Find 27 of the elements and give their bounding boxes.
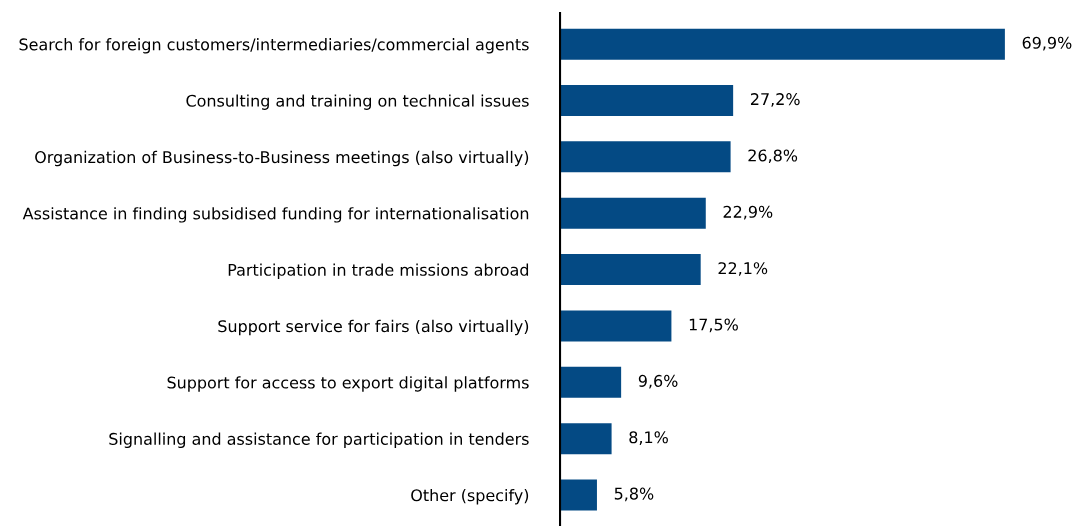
y-tick-label: Support for access to export digital platforms [167, 376, 529, 392]
data-label: 26,8% [748, 149, 798, 164]
bar [560, 197, 706, 229]
y-tick-label: Assistance in finding subsidised funding for internationalisation [22, 207, 529, 223]
y-tick-label: Search for foreign customers/intermediaries/commercial agents [19, 38, 529, 54]
data-label: 17,5% [689, 318, 738, 333]
data-label: 5,8% [614, 487, 654, 502]
y-tick-label: Other (specify) [411, 488, 529, 505]
bar [560, 310, 672, 342]
data-label: 22,9% [723, 205, 773, 220]
data-label: 69,9% [1022, 36, 1072, 51]
data-label: 22,1% [718, 262, 768, 276]
bar [560, 479, 597, 511]
bar [560, 141, 731, 173]
bar [560, 85, 734, 116]
bar [560, 254, 701, 286]
y-tick-label: Support service for fairs (also virtually) [218, 319, 529, 336]
data-label: 8,1% [629, 431, 668, 445]
data-label: 9,6% [638, 374, 678, 389]
bar [560, 366, 622, 398]
y-tick-label: Signalling and assistance for participation in tenders [109, 432, 529, 449]
y-tick-label: Participation in trade missions abroad [228, 263, 529, 279]
y-tick-label: Consulting and training on technical issues [186, 94, 529, 110]
data-label: 27,2% [750, 93, 800, 107]
y-tick-label: Organization of Business-to-Business meetings (also virtually) [35, 150, 529, 167]
bar [560, 28, 1005, 60]
bar [560, 423, 612, 455]
